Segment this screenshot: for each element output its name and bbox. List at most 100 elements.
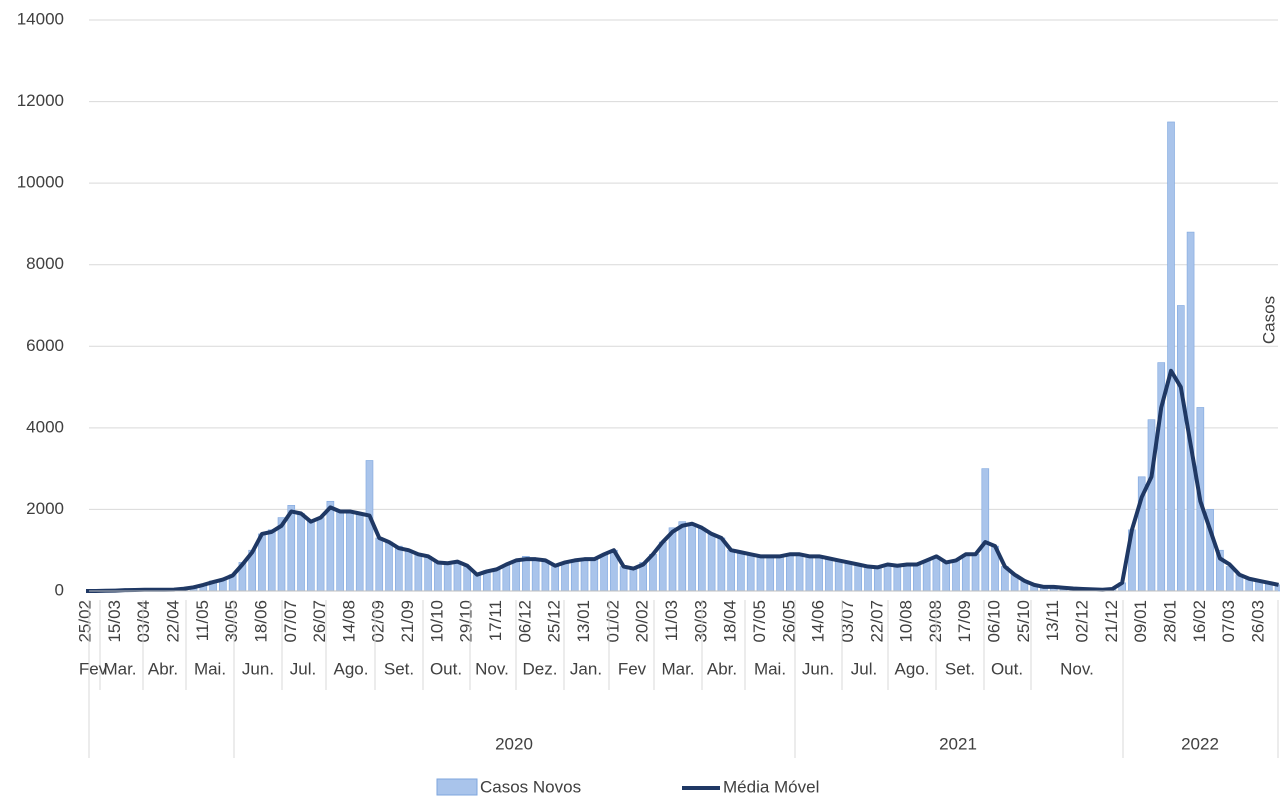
bar	[1186, 231, 1195, 592]
x-tick-label: 13/01	[574, 600, 593, 643]
bar	[453, 562, 462, 592]
x-tick-label: 14/06	[809, 600, 828, 643]
bar	[551, 564, 560, 592]
legend-label: Média Móvel	[723, 777, 819, 796]
month-label: Nov.	[475, 659, 509, 678]
x-tick-label: 26/05	[779, 600, 798, 643]
bar	[346, 511, 354, 592]
bar	[394, 545, 403, 592]
bar	[785, 553, 794, 592]
x-tick-label: 03/04	[134, 600, 153, 643]
bar	[727, 549, 735, 592]
month-label: Mar.	[661, 659, 694, 678]
x-tick-label: 01/02	[603, 600, 622, 643]
month-label: Mar.	[103, 659, 136, 678]
bar	[307, 521, 315, 592]
bar	[414, 553, 423, 592]
bar	[375, 537, 384, 592]
x-tick-label: 13/11	[1043, 600, 1062, 641]
bar	[834, 560, 843, 592]
x-tick-label: 06/10	[985, 600, 1004, 643]
bar	[297, 513, 305, 592]
bar	[443, 562, 452, 592]
bar	[404, 549, 413, 592]
x-tick-label: 30/03	[691, 600, 710, 643]
bar	[971, 553, 980, 592]
x-tick-label: 25/12	[545, 600, 564, 643]
x-tick-label: 02/09	[369, 600, 388, 643]
month-label: Jul.	[290, 659, 316, 678]
bar	[531, 558, 540, 592]
bar	[903, 564, 911, 592]
bar	[385, 541, 393, 592]
x-tick-label: 21/12	[1102, 600, 1121, 643]
x-tick-label: 29/08	[926, 600, 945, 643]
bar	[434, 562, 442, 592]
bar	[326, 500, 335, 592]
bar	[746, 553, 755, 592]
x-tick-label: 10/08	[897, 600, 916, 643]
x-tick-label: 16/02	[1190, 600, 1209, 643]
bar	[766, 556, 775, 592]
month-label: Abr.	[148, 659, 178, 678]
month-label: Fev	[618, 659, 647, 678]
bar	[473, 574, 481, 592]
bar	[355, 513, 364, 592]
bar	[316, 517, 325, 592]
month-label: Dez.	[523, 659, 558, 678]
bar	[522, 556, 530, 592]
x-tick-label: 30/05	[222, 600, 241, 643]
bar	[873, 566, 882, 592]
x-tick-label: 25/02	[75, 600, 94, 643]
bar	[707, 533, 716, 592]
bar	[776, 556, 784, 592]
y-tick-label: 4000	[26, 417, 64, 436]
y-tick-label: 14000	[17, 9, 64, 28]
bar	[756, 556, 765, 592]
month-label: Out.	[430, 659, 462, 678]
bar	[864, 566, 872, 592]
bar	[502, 564, 511, 592]
x-tick-label: 02/12	[1073, 600, 1092, 643]
bar	[893, 566, 902, 592]
year-label: 2021	[939, 734, 977, 753]
y-tick-label: 6000	[26, 336, 64, 355]
x-tick-label: 26/03	[1248, 600, 1267, 643]
bar	[561, 562, 569, 592]
month-label: Set.	[384, 659, 414, 678]
bar	[922, 560, 931, 592]
month-label: Jun.	[242, 659, 274, 678]
legend-label: Casos Novos	[480, 777, 581, 796]
x-tick-label: 28/01	[1161, 600, 1180, 643]
x-tick-label: 29/10	[457, 600, 476, 643]
bar	[737, 551, 745, 592]
year-label: 2022	[1181, 734, 1219, 753]
x-tick-label: 15/03	[105, 600, 124, 643]
bar	[512, 560, 520, 592]
bar	[1177, 305, 1185, 592]
month-label: Fev	[79, 659, 108, 678]
bar	[825, 558, 833, 592]
y-axis-label: Casos	[1259, 296, 1278, 344]
bar	[619, 566, 628, 592]
month-label: Mai.	[194, 659, 226, 678]
x-tick-label: 14/08	[339, 600, 358, 643]
month-label: Out.	[991, 659, 1023, 678]
x-tick-label: 07/03	[1219, 600, 1238, 643]
moving-average-line	[86, 368, 1279, 593]
bar	[580, 558, 589, 592]
x-tick-label: 09/01	[1131, 600, 1150, 643]
legend-swatch	[436, 778, 478, 796]
bar	[913, 564, 921, 592]
bar	[952, 560, 960, 592]
x-tick-label: 18/04	[721, 600, 740, 643]
bar	[658, 541, 667, 592]
month-label: Ago.	[334, 659, 369, 678]
x-tick-label: 07/07	[281, 600, 300, 643]
month-label: Mai.	[754, 659, 786, 678]
bar	[678, 521, 687, 592]
bar	[590, 558, 599, 592]
month-label: Jan.	[570, 659, 602, 678]
bar	[805, 556, 814, 592]
